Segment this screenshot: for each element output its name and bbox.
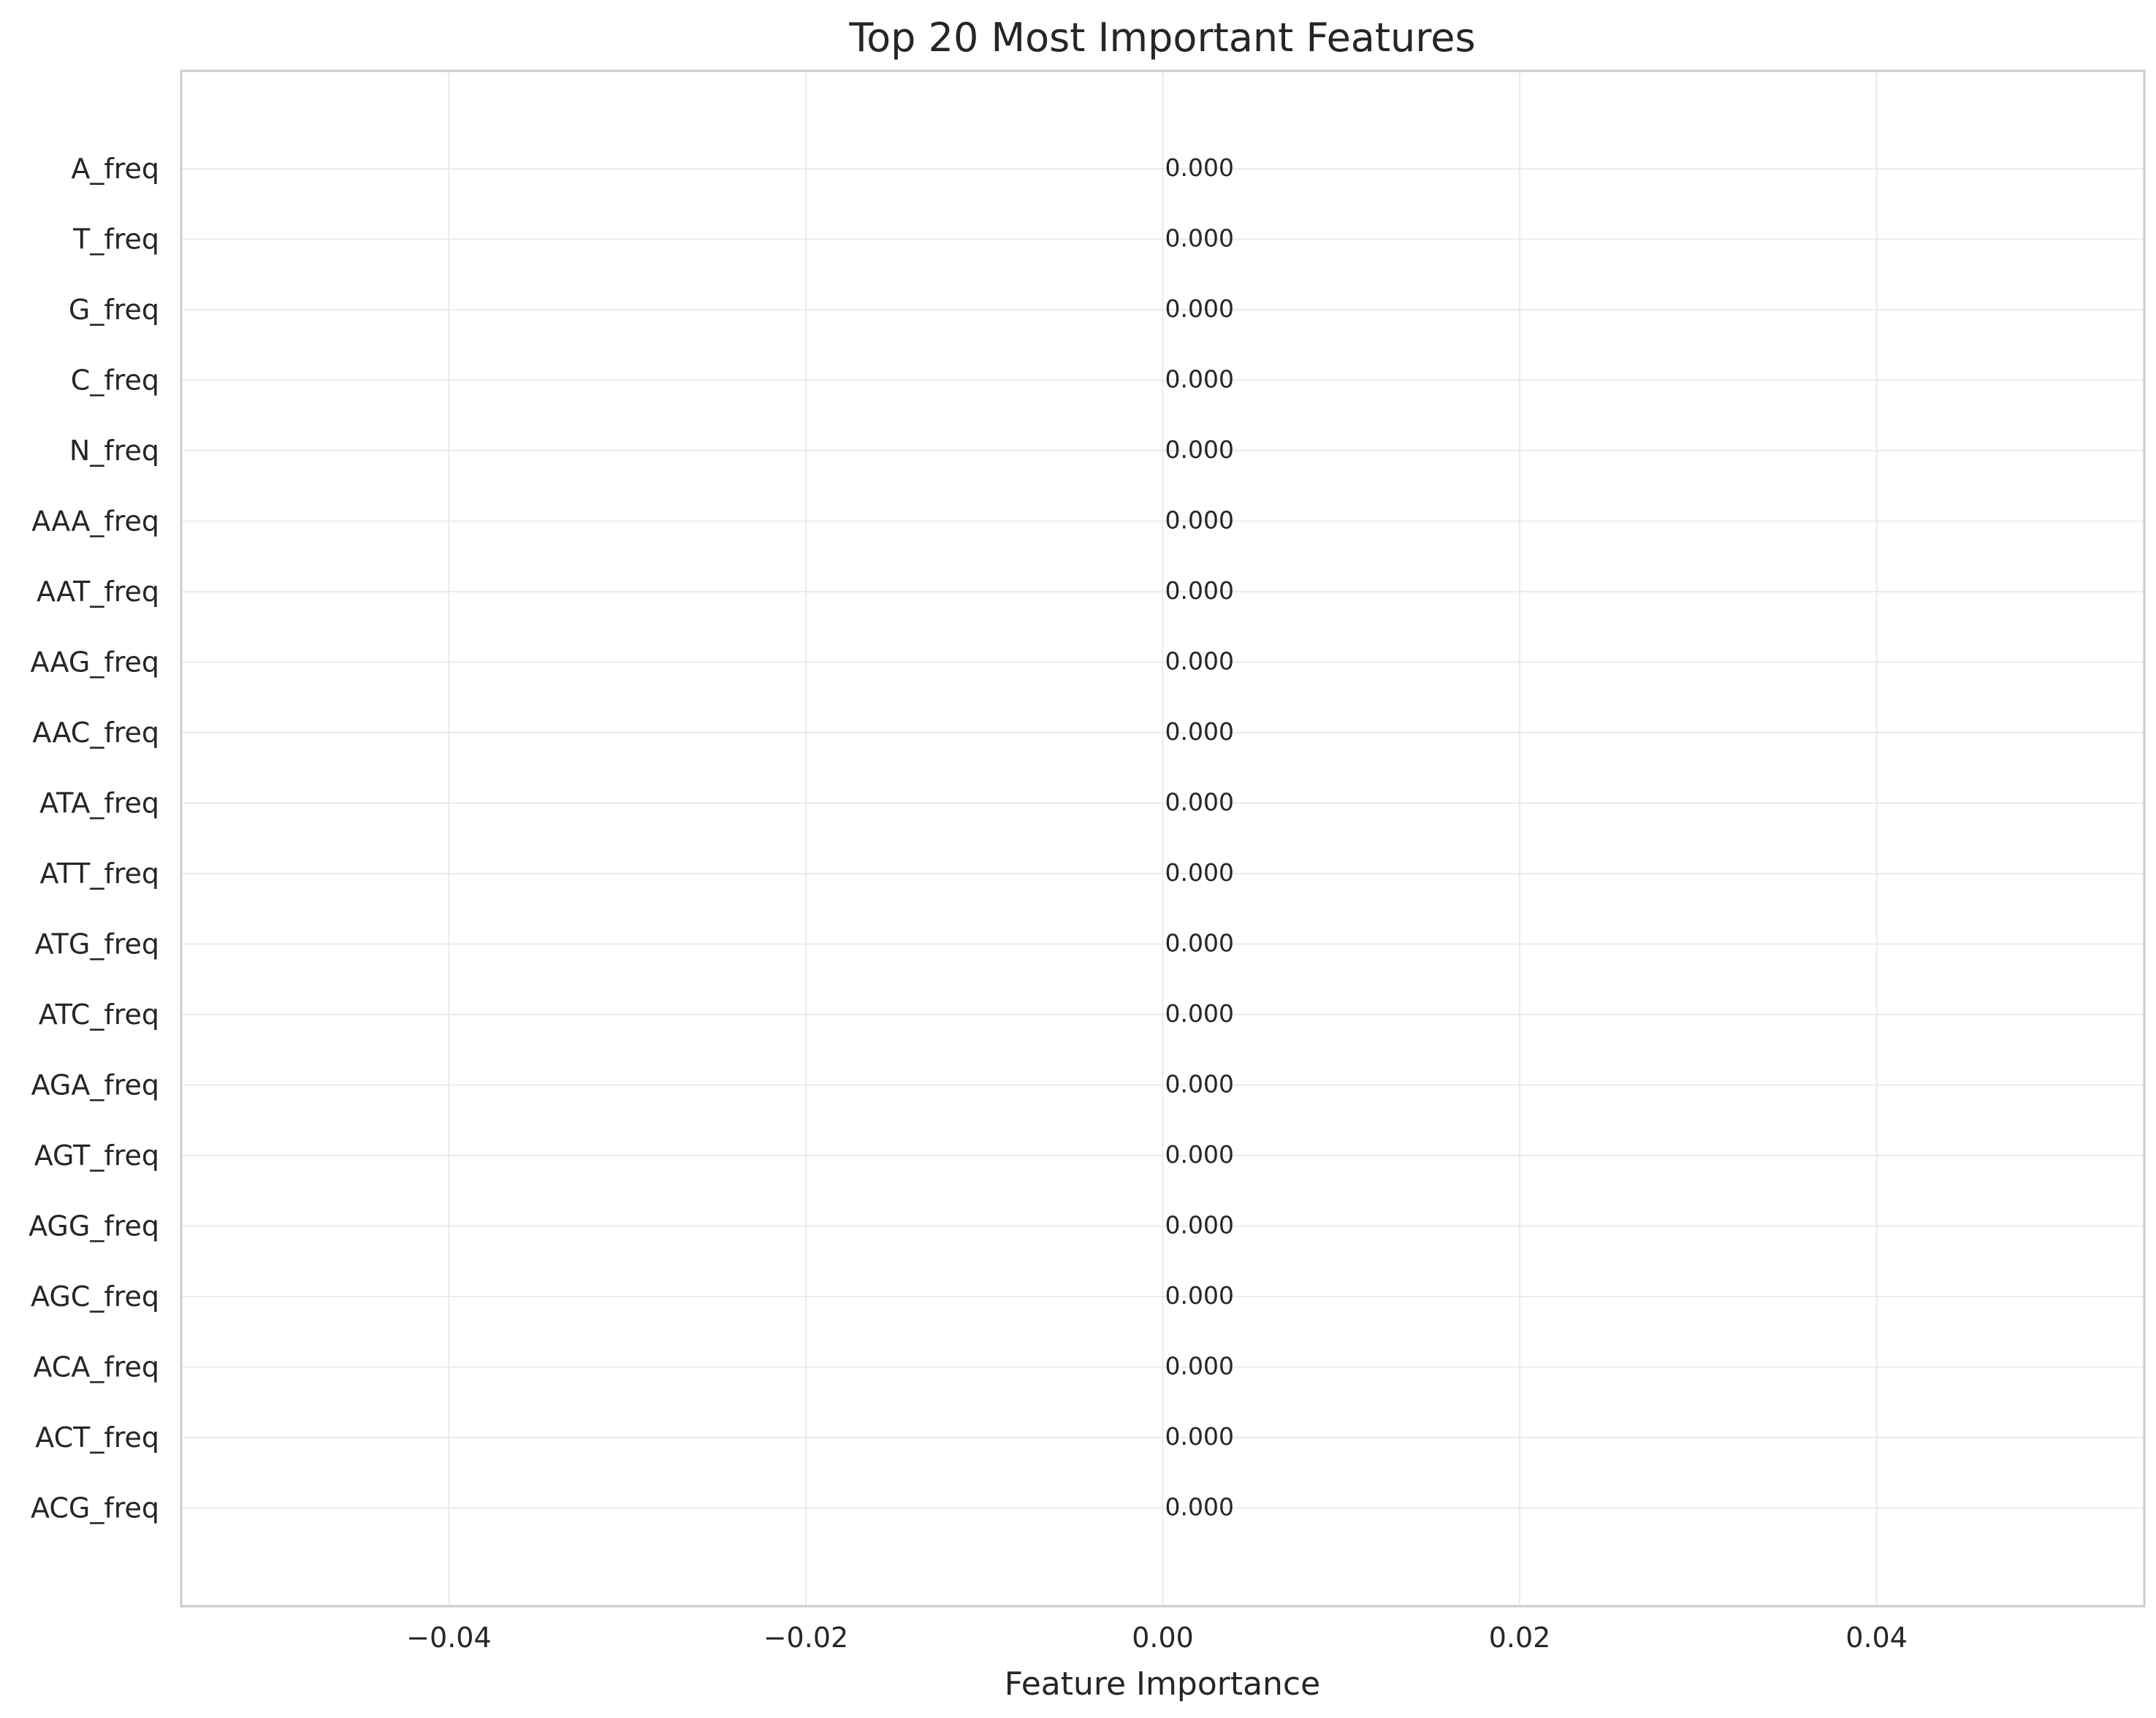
- x-tick-label: −0.02: [763, 1622, 848, 1654]
- y-tick-label: ATT_freq: [40, 858, 159, 890]
- plot-frame: [180, 69, 2146, 1608]
- y-tick-label: T_freq: [72, 224, 159, 256]
- y-tick-label: ATG_freq: [35, 928, 159, 961]
- value-label: 0.000: [1165, 224, 1234, 253]
- value-label: 0.000: [1165, 1352, 1234, 1381]
- value-label: 0.000: [1165, 576, 1234, 605]
- y-tick-label: G_freq: [69, 294, 159, 326]
- value-label: 0.000: [1165, 1281, 1234, 1310]
- value-label: 0.000: [1165, 1211, 1234, 1240]
- y-tick-label: AGA_freq: [31, 1069, 159, 1102]
- y-tick-label: ATA_freq: [39, 787, 159, 820]
- x-tick-label: 0.02: [1489, 1622, 1551, 1654]
- value-label: 0.000: [1165, 788, 1234, 817]
- y-tick-label: ATC_freq: [39, 999, 159, 1031]
- value-label: 0.000: [1165, 1422, 1234, 1451]
- value-label: 0.000: [1165, 365, 1234, 394]
- value-label: 0.000: [1165, 294, 1234, 323]
- y-tick-label: A_freq: [71, 153, 159, 185]
- value-label: 0.000: [1165, 647, 1234, 676]
- value-label: 0.000: [1165, 153, 1234, 182]
- y-tick-label: ACT_freq: [35, 1421, 159, 1454]
- chart-title: Top 20 Most Important Features: [848, 15, 1475, 61]
- y-tick-label: ACA_freq: [33, 1351, 159, 1383]
- y-tick-label: C_freq: [71, 364, 159, 397]
- grid-layer: [181, 71, 2144, 1606]
- y-tick-label: AGC_freq: [31, 1280, 159, 1313]
- x-tick-labels: −0.04 −0.02 0.00 0.02 0.04: [406, 1622, 1908, 1654]
- y-tick-label: AGT_freq: [34, 1139, 159, 1172]
- value-labels: 0.000 0.000 0.000 0.000 0.000 0.000 0.000 0.000…: [1165, 153, 1234, 1522]
- y-tick-labels: A_freq T_freq G_freq C_freq N_freq AAA_freq AA…: [28, 153, 159, 1524]
- value-label: 0.000: [1165, 1140, 1234, 1169]
- x-tick-label: −0.04: [406, 1622, 491, 1654]
- value-label: 0.000: [1165, 999, 1234, 1028]
- value-label: 0.000: [1165, 506, 1234, 535]
- x-tick-label: 0.00: [1132, 1622, 1194, 1654]
- value-label: 0.000: [1165, 1493, 1234, 1522]
- value-label: 0.000: [1165, 1070, 1234, 1099]
- value-label: 0.000: [1165, 435, 1234, 464]
- y-tick-label: AAT_freq: [37, 576, 159, 608]
- y-tick-label: ACG_freq: [31, 1492, 159, 1524]
- y-tick-label: AGG_freq: [28, 1210, 159, 1242]
- value-label: 0.000: [1165, 929, 1234, 958]
- y-tick-label: N_freq: [69, 435, 159, 467]
- value-label: 0.000: [1165, 717, 1234, 746]
- y-tick-label: AAA_freq: [31, 505, 159, 538]
- x-tick-label: 0.04: [1845, 1622, 1908, 1654]
- y-tick-label: AAC_freq: [32, 717, 159, 749]
- x-axis-label: Feature Importance: [1005, 1665, 1320, 1703]
- y-tick-label: AAG_freq: [31, 646, 160, 679]
- value-label: 0.000: [1165, 858, 1234, 887]
